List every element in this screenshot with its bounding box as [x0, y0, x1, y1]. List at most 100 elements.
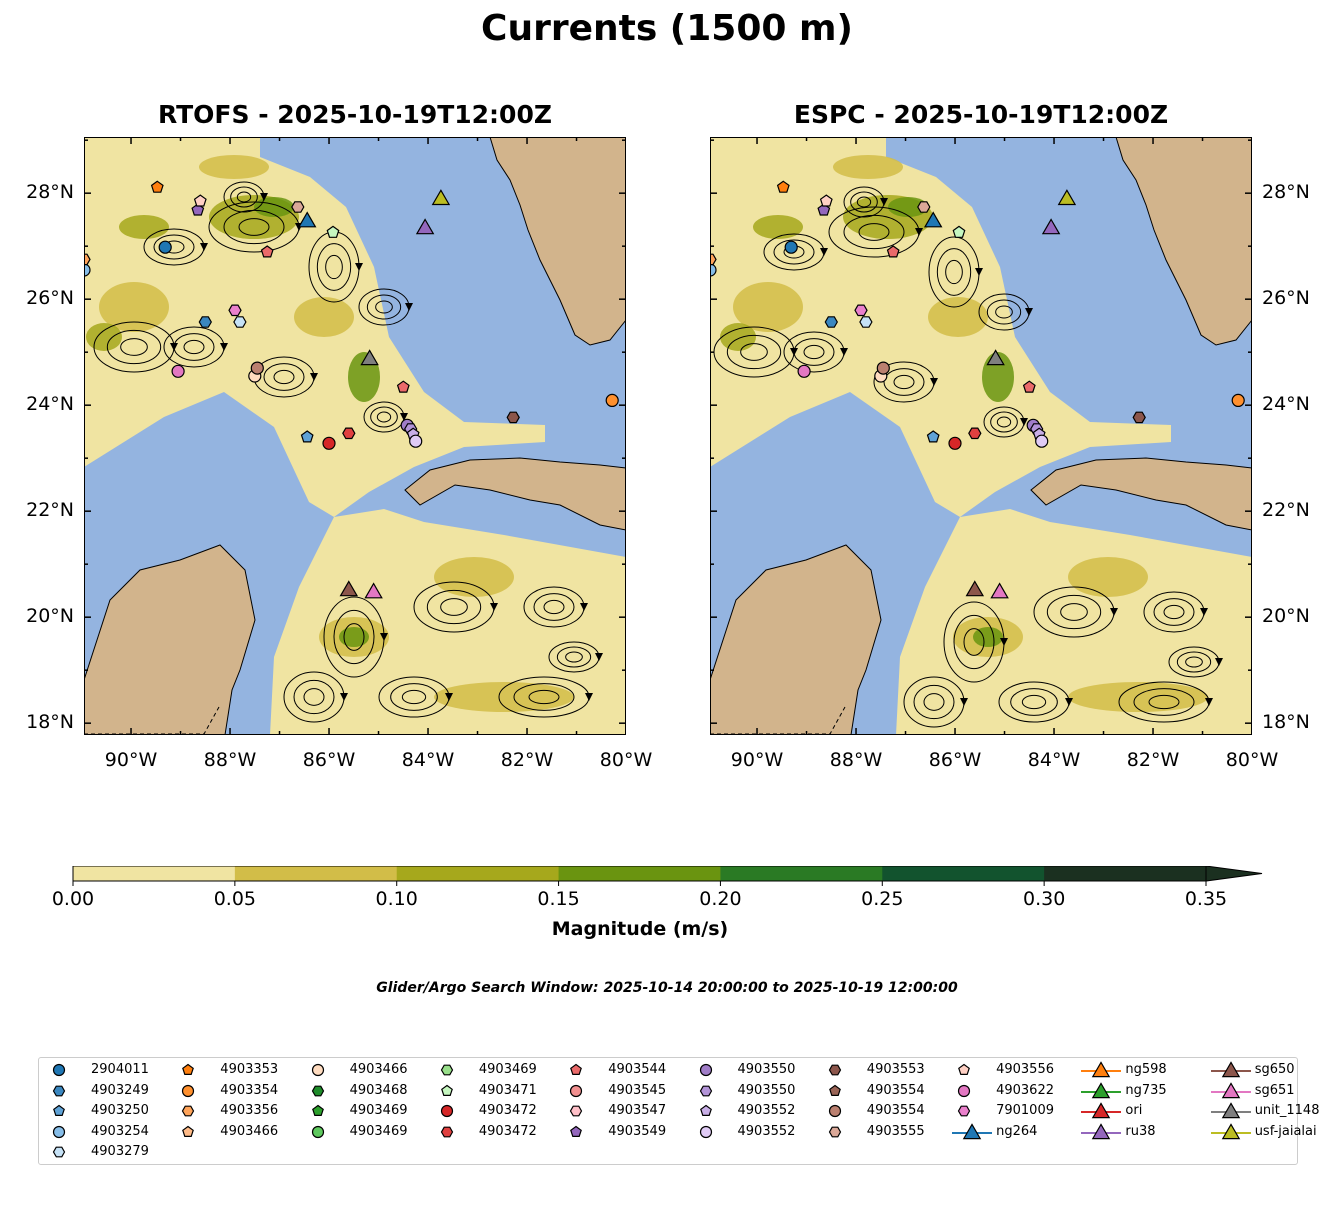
marker-4903549[interactable]	[817, 203, 831, 216]
marker-4903356[interactable]	[84, 253, 91, 266]
legend-label: 4903469	[349, 1123, 408, 1139]
marker-4903254[interactable]	[84, 263, 91, 277]
marker-sg650[interactable]	[339, 580, 359, 597]
marker-2904011[interactable]	[784, 240, 798, 254]
marker-4903622[interactable]	[171, 364, 185, 378]
marker-ru38[interactable]	[1041, 218, 1061, 235]
marker-4903472[interactable]	[342, 427, 356, 440]
marker-unit_1148[interactable]	[986, 349, 1005, 366]
streamline	[401, 689, 427, 705]
legend-label: 4903553	[866, 1062, 925, 1077]
legend-item: 7901009	[952, 1101, 1077, 1121]
streamline	[565, 651, 583, 663]
streamline	[263, 363, 305, 391]
current-field-caribbean	[270, 509, 626, 735]
legend-label: 4903468	[349, 1082, 408, 1098]
legend-item: 4903468	[306, 1081, 431, 1101]
marker-4903472[interactable]	[322, 436, 336, 450]
marker-4903254[interactable]	[710, 263, 717, 277]
lon-tick-label: 88°W	[203, 749, 257, 771]
marker-4903556[interactable]	[819, 194, 833, 207]
legend-item: unit_1148	[1210, 1101, 1334, 1121]
streamline	[333, 609, 375, 665]
marker-4903556[interactable]	[193, 194, 207, 207]
colorbar-tick-label: 0.10	[375, 888, 418, 910]
streamline-arrow	[585, 693, 593, 701]
land-yucatan	[710, 544, 882, 735]
marker-4903549[interactable]	[191, 203, 205, 216]
marker-4903279[interactable]	[233, 316, 247, 328]
marker-4903544[interactable]	[396, 380, 410, 393]
marker-usf-jaialai[interactable]	[1057, 189, 1077, 206]
legend-item: 4903552	[694, 1101, 819, 1121]
marker-4903471[interactable]	[952, 225, 966, 238]
streamline	[528, 689, 560, 705]
current-field-caribbean	[896, 509, 1252, 735]
streamline	[923, 693, 945, 711]
marker-4903471[interactable]	[326, 225, 340, 238]
marker-4903353[interactable]	[150, 180, 164, 193]
legend-marker-icon	[52, 1063, 66, 1077]
marker-4903354[interactable]	[605, 393, 619, 407]
lon-tick-label: 86°W	[302, 749, 356, 771]
marker-4903552[interactable]	[409, 434, 423, 448]
marker-4903554[interactable]	[250, 361, 264, 375]
lon-tick-label: 86°W	[928, 749, 982, 771]
marker-4903553[interactable]	[1132, 411, 1146, 424]
colorbar-segment	[73, 866, 236, 881]
streamline	[390, 683, 438, 711]
figure-title: Currents (1500 m)	[481, 8, 853, 49]
marker-4903354[interactable]	[1231, 393, 1245, 407]
legend: 2904011 4903249 4903250 4903254 4903279 49033…	[38, 1057, 1319, 1165]
legend-item: 4903466	[176, 1122, 301, 1142]
marker-7901009[interactable]	[854, 304, 868, 317]
marker-4903555[interactable]	[917, 201, 931, 213]
streamline-arrow	[915, 228, 923, 236]
marker-4903472[interactable]	[948, 436, 962, 450]
marker-4903472[interactable]	[968, 427, 982, 440]
marker-4903555[interactable]	[291, 201, 305, 213]
marker-4903250[interactable]	[926, 430, 940, 443]
map-espc	[710, 137, 1252, 735]
legend-item: 4903250	[47, 1101, 172, 1121]
marker-4903622[interactable]	[797, 364, 811, 378]
marker-usf-jaialai[interactable]	[431, 189, 451, 206]
marker-sg651[interactable]	[364, 582, 383, 599]
marker-4903544[interactable]	[886, 245, 900, 258]
legend-label: sg651	[1254, 1082, 1295, 1098]
marker-4903353[interactable]	[776, 180, 790, 193]
legend-label: 4903466	[220, 1123, 279, 1139]
legend-item: 4903550	[694, 1081, 819, 1101]
marker-2904011[interactable]	[158, 240, 172, 254]
marker-7901009[interactable]	[228, 304, 242, 317]
marker-4903249[interactable]	[824, 316, 838, 328]
streamline	[803, 344, 825, 360]
current-speed-patch	[339, 627, 369, 647]
marker-4903356[interactable]	[710, 253, 717, 266]
marker-unit_1148[interactable]	[360, 349, 379, 366]
marker-4903279[interactable]	[859, 316, 873, 328]
legend-item: ru38	[1081, 1122, 1206, 1142]
marker-4903554[interactable]	[876, 361, 890, 375]
legend-marker-icon	[182, 1125, 195, 1137]
marker-ru38[interactable]	[415, 218, 435, 235]
marker-4903249[interactable]	[198, 316, 212, 328]
current-speed-patch	[733, 282, 803, 332]
marker-ng264[interactable]	[297, 211, 317, 228]
marker-4903553[interactable]	[506, 411, 520, 424]
lon-tick-label: 90°W	[730, 749, 784, 771]
legend-marker-icon	[1081, 1081, 1122, 1098]
colorbar-tick-label: 0.35	[1184, 888, 1228, 910]
legend-label: ng264	[996, 1123, 1038, 1139]
legend-marker-icon	[570, 1084, 583, 1097]
marker-ng264[interactable]	[923, 211, 943, 228]
marker-4903544[interactable]	[260, 245, 274, 258]
marker-4903552[interactable]	[1035, 434, 1049, 448]
marker-sg650[interactable]	[965, 580, 985, 597]
legend-label: 4903472	[478, 1123, 537, 1139]
streamline-arrow	[1020, 418, 1028, 426]
colorbar-segment	[558, 866, 721, 881]
marker-sg651[interactable]	[990, 582, 1009, 599]
marker-4903250[interactable]	[300, 430, 314, 443]
marker-4903544[interactable]	[1022, 380, 1036, 393]
